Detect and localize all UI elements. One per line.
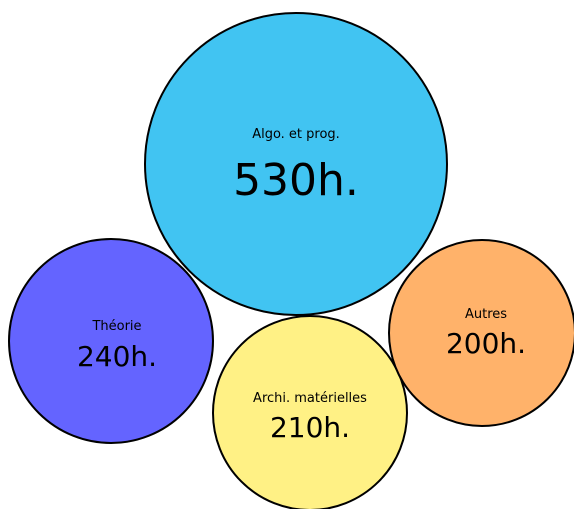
bubble-value-autres: 200h. bbox=[446, 327, 526, 360]
bubble-label-autres: Autres bbox=[465, 307, 507, 322]
bubble-algo bbox=[144, 12, 448, 316]
bubble-group-autres: Autres 200h. bbox=[388, 239, 574, 427]
bubble-group-theorie: Théorie 240h. bbox=[8, 238, 214, 444]
bubble-autres bbox=[388, 239, 574, 427]
bubble-group-archi: Archi. matérielles 210h. bbox=[212, 315, 408, 509]
bubble-archi bbox=[212, 315, 408, 509]
bubble-value-algo: 530h. bbox=[233, 155, 359, 206]
bubble-label-theorie: Théorie bbox=[91, 319, 141, 334]
bubble-value-archi: 210h. bbox=[270, 411, 350, 444]
bubble-theorie bbox=[8, 238, 214, 444]
bubble-group-algo: Algo. et prog. 530h. bbox=[144, 12, 448, 316]
bubble-value-theorie: 240h. bbox=[77, 340, 157, 373]
bubble-label-archi: Archi. matérielles bbox=[253, 391, 367, 406]
bubble-label-algo: Algo. et prog. bbox=[252, 127, 340, 142]
